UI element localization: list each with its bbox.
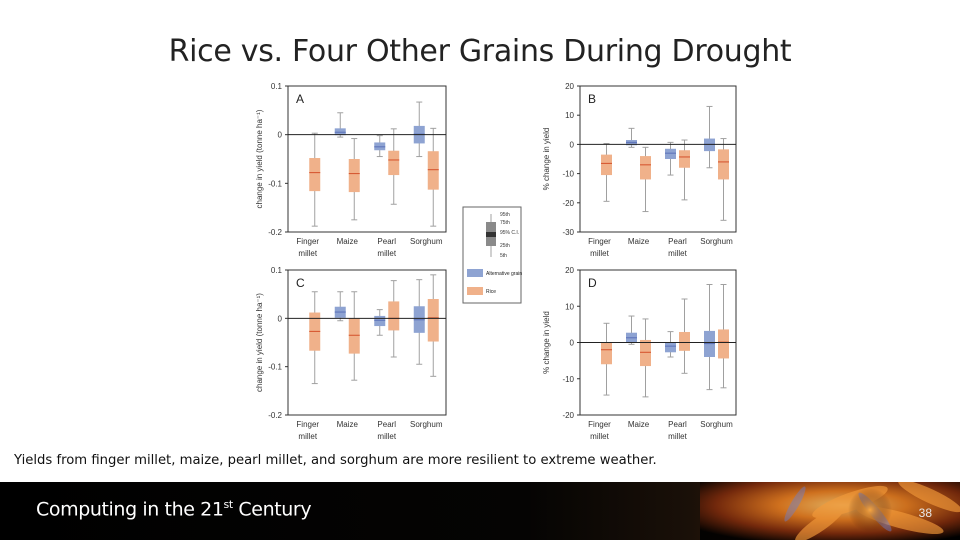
x-category-label: Maize <box>628 237 650 246</box>
x-category-label: Pearl <box>377 420 396 429</box>
panel-letter: C <box>296 276 305 290</box>
box-rice <box>388 150 400 176</box>
footer-course-title: Computing in the 21st Century <box>36 498 312 521</box>
legend-ci-band <box>486 232 496 237</box>
panel-frame <box>287 85 447 233</box>
y-tick-label: -20 <box>562 199 574 208</box>
panel-d: D 20 10 0 -10 -20 % change in yield Finger mille… <box>542 266 737 441</box>
legend-swatch <box>467 287 483 295</box>
y-tick-label: 10 <box>565 302 574 311</box>
box-rice <box>348 318 360 354</box>
panel-c: C 0.1 0 -0.1 -0.2 change in yield (tonne ha⁻¹… <box>255 266 447 441</box>
legend-item-label: Alternative grain <box>486 271 522 277</box>
x-category-label: Maize <box>628 420 650 429</box>
y-axis-label: % change in yield <box>542 128 551 191</box>
x-category-label: millet <box>377 249 396 258</box>
box-rice <box>348 159 360 193</box>
x-category-label: Finger <box>588 420 611 429</box>
legend-ci-label: 95th <box>500 212 510 218</box>
box-rice <box>640 156 651 180</box>
x-category-label: Sorghum <box>700 420 733 429</box>
box-rice <box>718 149 729 180</box>
x-category-label: Finger <box>588 237 611 246</box>
box-rice <box>427 151 439 190</box>
box-rice <box>679 150 690 168</box>
legend-ci-label: 5th <box>500 253 507 259</box>
footer-flower-art <box>700 482 960 540</box>
x-category-label: Sorghum <box>700 237 733 246</box>
y-tick-label: -30 <box>562 228 574 237</box>
x-category-label: millet <box>668 432 687 441</box>
page-number: 38 <box>918 506 932 520</box>
x-category-label: millet <box>668 249 687 258</box>
y-tick-label: 20 <box>565 266 574 275</box>
y-tick-label: 0.1 <box>271 82 283 91</box>
panel-b: B 20 10 0 -10 -20 -30 % change in yield Finger mi… <box>542 82 737 258</box>
y-tick-label: 10 <box>565 111 574 120</box>
x-category-label: Maize <box>337 420 359 429</box>
y-tick-label: 0 <box>278 314 283 323</box>
box-rice <box>718 329 729 359</box>
box-rice <box>601 154 612 176</box>
legend-ci-label: 75th <box>500 220 510 226</box>
y-tick-label: -10 <box>562 170 574 179</box>
x-category-label: Finger <box>296 237 319 246</box>
y-tick-label: 0 <box>278 131 283 140</box>
y-tick-label: 0 <box>570 140 575 149</box>
y-tick-label: 20 <box>565 82 574 91</box>
x-category-label: Pearl <box>668 237 687 246</box>
x-category-label: Pearl <box>668 420 687 429</box>
y-tick-label: -20 <box>562 411 574 420</box>
x-category-label: Sorghum <box>410 420 443 429</box>
x-category-label: Pearl <box>377 237 396 246</box>
x-category-label: Sorghum <box>410 237 443 246</box>
box-alternative <box>665 148 676 159</box>
y-axis-label: % change in yield <box>542 311 551 374</box>
box-rice <box>601 342 612 365</box>
x-category-label: millet <box>298 249 317 258</box>
x-category-label: Maize <box>337 237 359 246</box>
panel-frame <box>579 85 737 233</box>
legend-ci-label: 95% C.I. <box>500 230 519 236</box>
box-alternative <box>374 315 386 327</box>
x-category-label: Finger <box>296 420 319 429</box>
slide-caption: Yields from finger millet, maize, pearl … <box>14 453 657 468</box>
box-rice <box>309 158 321 192</box>
x-category-label: millet <box>590 432 609 441</box>
y-axis-label: change in yield (tonne ha⁻¹) <box>255 109 264 208</box>
y-tick-label: -0.1 <box>268 179 282 188</box>
legend-item-label: Rice <box>486 289 496 295</box>
figure-legend: 95th 75th 95% C.I. 25th 5th Alternative grain… <box>462 206 522 304</box>
panel-a: A 0.1 0 -0.1 -0.2 change in yield (tonne ha⁻¹… <box>255 82 447 258</box>
panel-letter: B <box>588 92 596 106</box>
boxplot-figure: A 0.1 0 -0.1 -0.2 change in yield (tonne ha⁻¹… <box>255 82 737 441</box>
box-rice <box>427 299 439 342</box>
box-alternative <box>665 342 676 353</box>
x-category-label: millet <box>590 249 609 258</box>
footer-title-main: Computing in the 21 <box>36 498 224 521</box>
x-category-label: millet <box>377 432 396 441</box>
y-tick-label: 0.1 <box>271 266 283 275</box>
x-category-label: millet <box>298 432 317 441</box>
slide-title: Rice vs. Four Other Grains During Drough… <box>168 34 792 69</box>
y-tick-label: -0.2 <box>268 228 282 237</box>
box-rice <box>679 331 690 351</box>
panel-letter: A <box>296 92 304 106</box>
y-tick-label: 0 <box>570 339 575 348</box>
y-tick-label: -0.2 <box>268 411 282 420</box>
y-tick-label: -10 <box>562 375 574 384</box>
footer-bar: Computing in the 21st Century 38 <box>0 482 960 540</box>
panel-letter: D <box>588 276 597 290</box>
box-rice <box>640 339 651 367</box>
legend-ci-label: 25th <box>500 243 510 249</box>
footer-title-end: Century <box>232 498 312 521</box>
panel-frame <box>287 269 447 416</box>
y-tick-label: -0.1 <box>268 363 282 372</box>
footer-title-superscript: st <box>223 498 234 511</box>
y-axis-label: change in yield (tonne ha⁻¹) <box>255 293 264 392</box>
box-rice <box>388 301 400 331</box>
legend-swatch <box>467 269 483 277</box>
